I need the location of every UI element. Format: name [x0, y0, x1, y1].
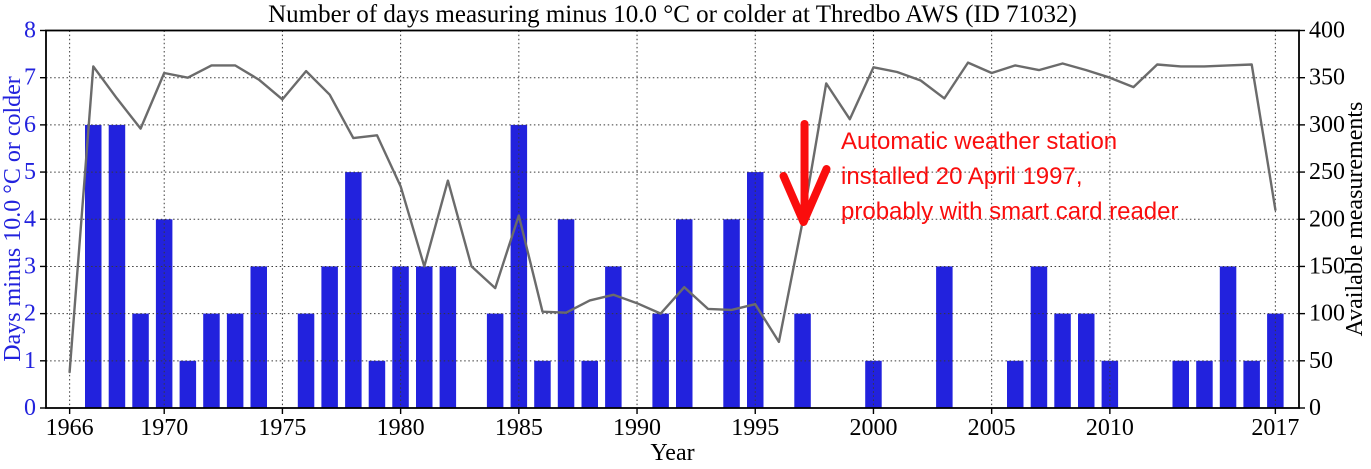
bar-1980: [392, 266, 409, 408]
bar-2009: [1078, 313, 1095, 408]
y-tick-right-400: 400: [1309, 18, 1345, 44]
bar-1967: [85, 124, 102, 409]
bar-2013: [1172, 360, 1189, 408]
bar-1992: [676, 219, 693, 409]
bar-2007: [1030, 266, 1048, 408]
bar-1986: [534, 360, 551, 408]
x-axis-label: Year: [650, 440, 695, 466]
x-tick-1980: 1980: [377, 415, 425, 441]
bar-1989: [605, 266, 622, 408]
x-tick-1990: 1990: [613, 415, 661, 441]
arrow-head-icon: [779, 165, 831, 226]
x-tick-1995: 1995: [731, 415, 779, 441]
x-tick-1985: 1985: [495, 415, 543, 441]
x-tick-2005: 2005: [968, 415, 1016, 441]
bar-2006: [1007, 360, 1024, 408]
annotation-arrow: [779, 120, 831, 226]
tick-labels: 0 1 2 3 4 5 6 7 8 0 50 100 150 200 250 300 350 400 1966 197…: [24, 18, 1345, 442]
y-tick-left-0: 0: [24, 395, 36, 421]
bar-2003: [936, 266, 953, 408]
y-axis-label-left: Days minus 10.0 °C or colder: [0, 76, 26, 362]
bar-1981: [416, 266, 433, 408]
line-series: [68, 61, 1277, 374]
y-tick-left-4: 4: [24, 206, 36, 232]
y-tick-right-200: 200: [1309, 206, 1345, 232]
x-tick-2000: 2000: [849, 415, 897, 441]
annotation-text: Automatic weather station installed 20 A…: [841, 124, 1178, 229]
y-axis-label-right: Available measurements: [1342, 101, 1368, 337]
y-tick-right-150: 150: [1309, 253, 1345, 279]
bar-1982: [439, 266, 457, 408]
annotation-line-1: Automatic weather station: [841, 128, 1118, 155]
y-tick-right-50: 50: [1309, 348, 1333, 374]
y-tick-right-300: 300: [1309, 112, 1345, 138]
y-tick-right-0: 0: [1309, 395, 1321, 421]
gridlines: [46, 30, 1299, 408]
y-tick-right-250: 250: [1309, 159, 1345, 185]
y-tick-left-2: 2: [24, 301, 36, 327]
bar-1978: [345, 172, 362, 408]
bar-2016: [1243, 360, 1260, 408]
bar-1979: [368, 360, 386, 408]
bar-1991: [652, 313, 669, 408]
x-tick-2017: 2017: [1251, 415, 1299, 441]
x-tick-1970: 1970: [140, 415, 188, 441]
bar-1971: [179, 360, 197, 408]
x-tick-2010: 2010: [1086, 415, 1134, 441]
bar-2017: [1267, 313, 1284, 408]
y-tick-right-350: 350: [1309, 65, 1345, 91]
tick-marks: [40, 29, 1305, 414]
annotation-line-2: installed 20 April 1997,: [841, 163, 1083, 190]
y-tick-left-6: 6: [24, 112, 36, 138]
y-tick-left-1: 1: [24, 348, 36, 374]
bar-2014: [1196, 360, 1213, 408]
bar-1974: [250, 266, 267, 408]
measurements-line: [68, 61, 1277, 374]
bar-1977: [321, 266, 338, 408]
bar-1984: [486, 313, 504, 408]
bar-2015: [1219, 266, 1237, 408]
bar-1997: [794, 313, 811, 408]
annotation-line-3: probably with smart card reader: [841, 198, 1179, 225]
bar-1988: [581, 360, 598, 408]
y-tick-left-5: 5: [24, 159, 36, 185]
y-tick-right-100: 100: [1309, 301, 1345, 327]
y-tick-left-7: 7: [24, 65, 36, 91]
bar-1976: [297, 313, 315, 408]
chart-title: Number of days measuring minus 10.0 °C o…: [268, 1, 1077, 28]
y-tick-left-8: 8: [24, 18, 36, 44]
bar-2008: [1054, 313, 1071, 408]
x-tick-1966: 1966: [46, 415, 94, 441]
y-tick-left-3: 3: [24, 253, 36, 279]
x-tick-1975: 1975: [258, 415, 306, 441]
